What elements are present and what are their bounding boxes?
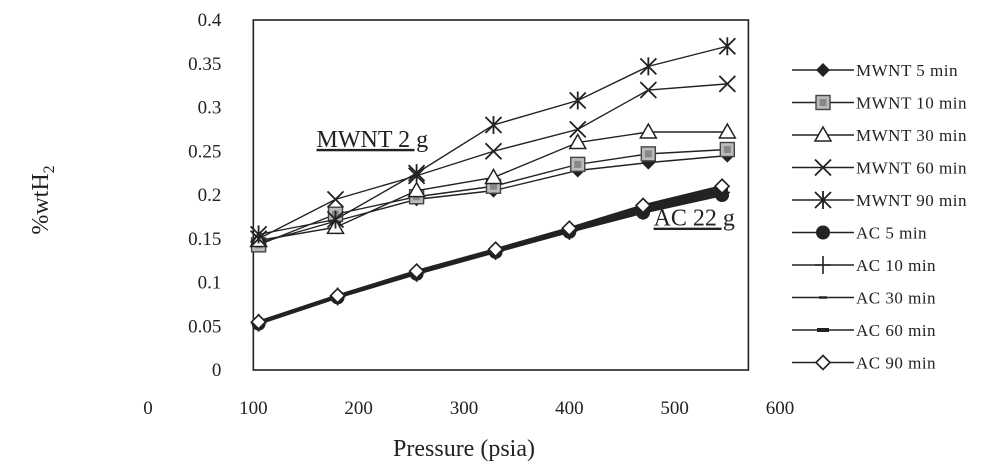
plot-area-frame	[252, 19, 750, 371]
data-point	[569, 91, 587, 110]
data-point	[640, 146, 657, 162]
data-point	[561, 220, 578, 237]
data-point	[718, 37, 736, 56]
y-tick-label: 0.2	[198, 185, 222, 206]
legend-label: MWNT 60 min	[856, 159, 967, 178]
data-point	[407, 181, 426, 198]
y-tick-label: 0.1	[198, 273, 222, 294]
x-tick-label: 600	[766, 398, 795, 419]
x-tick-label: 100	[239, 398, 268, 419]
legend-label: MWNT 10 min	[856, 94, 967, 113]
legend-marker	[813, 125, 833, 142]
data-point	[250, 313, 267, 331]
legend-label: AC 10 min	[856, 256, 936, 275]
y-tick-label: 0.4	[198, 10, 222, 31]
x-tick-label: 500	[660, 398, 689, 419]
data-point	[569, 120, 587, 139]
legend-item: MWNT 60 min	[792, 158, 967, 178]
y-tick-label: 0.15	[188, 229, 221, 250]
annotations: MWNT 2 g AC 22 g	[317, 127, 735, 232]
legend-marker	[814, 191, 832, 209]
legend-label: AC 30 min	[856, 289, 936, 308]
data-point	[719, 141, 736, 158]
data-point	[713, 178, 731, 195]
series-ac-90-min	[250, 178, 731, 331]
y-tick-label: 0.35	[188, 54, 221, 75]
legend-marker	[814, 158, 832, 177]
legend-label: AC 5 min	[856, 224, 927, 243]
data-point	[326, 190, 345, 209]
legend-item: MWNT 5 min	[792, 61, 958, 80]
data-point	[484, 167, 503, 185]
legend-label: AC 60 min	[856, 321, 936, 340]
legend-item: AC 60 min	[792, 321, 936, 340]
data-point	[487, 241, 504, 258]
data-point	[329, 287, 346, 304]
legend-marker	[816, 63, 830, 77]
legend: MWNT 5 min MWNT 10 min MWNT 30 min MWNT 60 …	[792, 61, 967, 373]
legend-label: MWNT 5 min	[856, 61, 958, 80]
legend-label: MWNT 30 min	[856, 126, 967, 145]
x-tick-label: 200	[344, 398, 373, 419]
legend-marker	[815, 256, 831, 274]
series-layer	[249, 37, 737, 332]
y-tick-label: 0.3	[198, 98, 222, 119]
data-point	[634, 197, 652, 214]
data-point	[718, 75, 736, 93]
y-axis-title-subscript: 2	[41, 165, 58, 173]
data-point	[407, 164, 426, 183]
y-tick-label: 0.25	[188, 141, 221, 162]
annotation-label: MWNT 2 g	[317, 127, 429, 153]
x-axis-title: Pressure (psia)	[393, 436, 535, 462]
legend-item: AC 10 min	[792, 256, 936, 275]
data-point	[639, 57, 657, 76]
annotation-label: AC 22 g	[654, 206, 735, 232]
data-point	[639, 81, 657, 99]
legend-item: MWNT 30 min	[792, 125, 967, 145]
y-tick-label: 0	[212, 360, 222, 381]
data-point	[570, 156, 586, 173]
y-axis-title-main: %wtH	[28, 173, 54, 234]
x-tick-label: 300	[450, 398, 479, 419]
series-mwnt-60-min	[249, 75, 736, 248]
legend-item: MWNT 10 min	[792, 94, 967, 113]
legend-marker	[814, 354, 832, 371]
legend-marker	[816, 225, 830, 240]
legend-item: AC 90 min	[792, 354, 936, 373]
data-point	[484, 142, 503, 160]
legend-item: AC 30 min	[792, 289, 936, 308]
legend-marker	[815, 94, 831, 111]
x-axis-ticks: 0 100 200 300 400 500 600	[143, 398, 794, 419]
data-point	[639, 122, 658, 139]
data-point	[568, 132, 588, 150]
data-point	[484, 116, 503, 134]
y-axis-title: %wtH2	[28, 165, 58, 234]
data-point	[408, 262, 425, 280]
y-tick-label: 0.05	[188, 316, 221, 337]
legend-item: MWNT 90 min	[792, 191, 967, 210]
y-axis-ticks: 0 0.05 0.1 0.15 0.2 0.25 0.3 0.35 0.4	[188, 10, 222, 381]
legend-item: AC 5 min	[792, 224, 927, 243]
legend-label: MWNT 90 min	[856, 191, 967, 210]
series-mwnt-90-min	[249, 37, 736, 244]
x-tick-label: 400	[555, 398, 584, 419]
data-point	[718, 122, 737, 139]
data-point	[249, 225, 268, 244]
data-point	[326, 210, 345, 229]
legend-label: AC 90 min	[856, 354, 936, 373]
x-tick-label: 0	[143, 398, 153, 419]
